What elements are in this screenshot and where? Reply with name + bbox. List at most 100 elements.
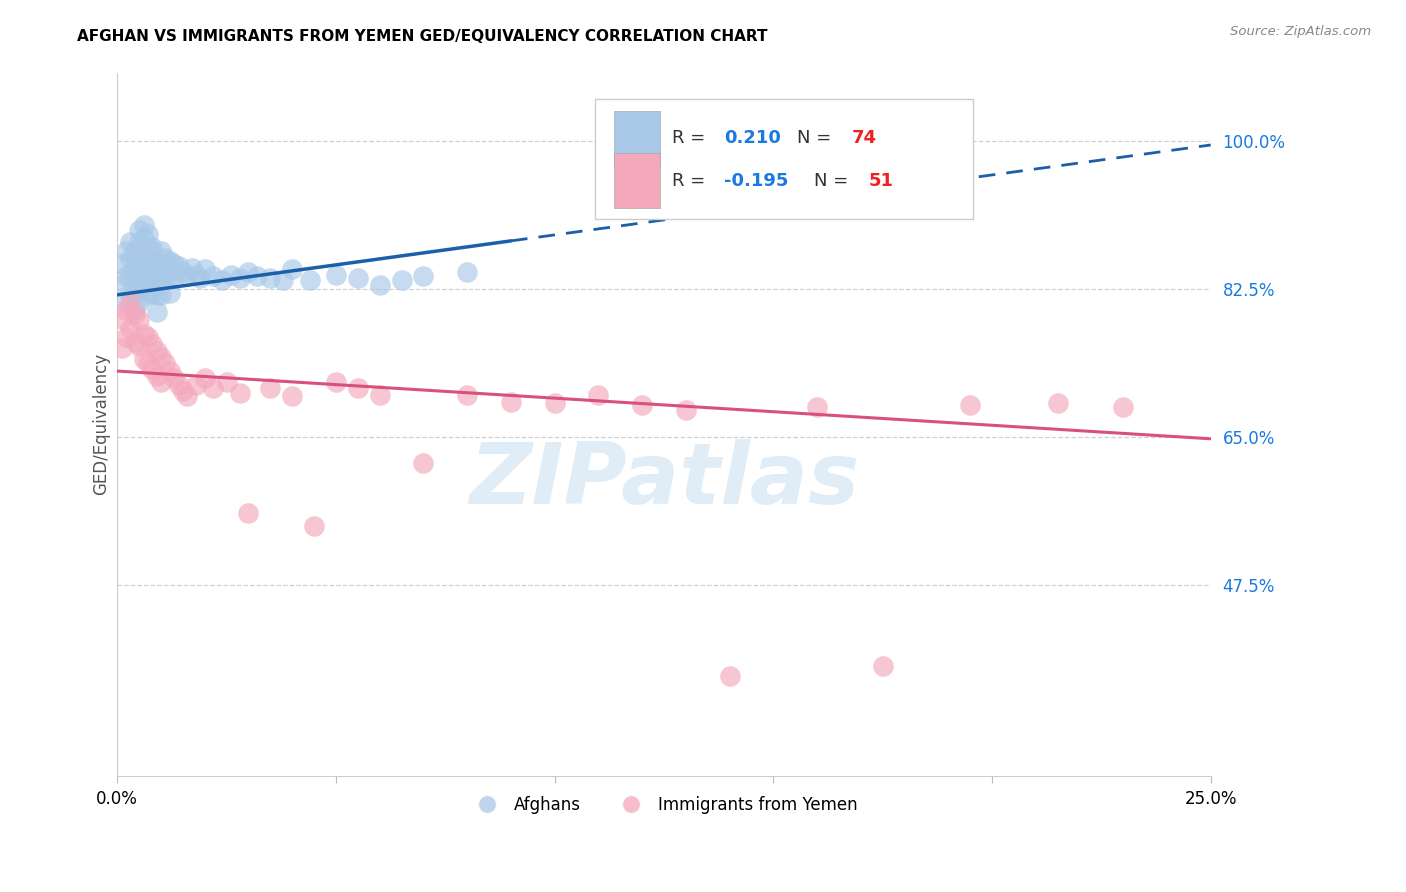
Point xyxy=(194,262,217,277)
Point xyxy=(150,288,173,302)
Point xyxy=(959,398,981,412)
Point xyxy=(456,388,478,402)
Text: N =: N = xyxy=(797,129,838,147)
Point xyxy=(145,369,167,384)
Point xyxy=(141,337,163,351)
Point xyxy=(124,335,146,350)
Point xyxy=(120,269,142,284)
Text: N =: N = xyxy=(814,171,853,189)
Point xyxy=(150,271,173,285)
Point xyxy=(124,244,146,258)
Point xyxy=(115,330,138,344)
Point xyxy=(172,265,194,279)
Point xyxy=(202,381,225,395)
Point xyxy=(111,277,134,292)
Point xyxy=(499,394,522,409)
Point xyxy=(124,303,146,318)
Point xyxy=(172,384,194,398)
Point xyxy=(163,271,186,285)
Point xyxy=(132,248,155,262)
Point xyxy=(806,401,828,415)
Point xyxy=(145,305,167,319)
Point xyxy=(155,268,177,282)
Point xyxy=(159,364,181,378)
Point xyxy=(368,277,391,292)
Point xyxy=(167,259,190,273)
Point xyxy=(136,227,159,241)
Point xyxy=(184,268,207,282)
Point xyxy=(246,269,269,284)
Point xyxy=(111,341,134,355)
Point xyxy=(128,222,150,236)
Point xyxy=(120,235,142,250)
Point xyxy=(368,388,391,402)
Point xyxy=(159,254,181,268)
Point xyxy=(120,286,142,301)
Point xyxy=(302,519,325,533)
Point xyxy=(145,343,167,358)
Point xyxy=(128,235,150,250)
Point xyxy=(136,239,159,253)
Point xyxy=(141,252,163,267)
Point xyxy=(136,256,159,270)
Point xyxy=(150,350,173,364)
Point xyxy=(150,244,173,258)
Point xyxy=(145,269,167,284)
Point xyxy=(718,669,741,683)
Point xyxy=(132,219,155,233)
Point xyxy=(259,381,281,395)
Point xyxy=(155,251,177,265)
Text: R =: R = xyxy=(672,171,710,189)
Point xyxy=(675,403,697,417)
Text: 51: 51 xyxy=(869,171,893,189)
Point xyxy=(136,355,159,369)
Point xyxy=(281,389,304,403)
Point xyxy=(281,262,304,277)
Point xyxy=(238,265,260,279)
Point xyxy=(806,142,828,156)
Point xyxy=(120,252,142,267)
Point xyxy=(202,269,225,284)
Legend: Afghans, Immigrants from Yemen: Afghans, Immigrants from Yemen xyxy=(464,789,865,821)
Text: AFGHAN VS IMMIGRANTS FROM YEMEN GED/EQUIVALENCY CORRELATION CHART: AFGHAN VS IMMIGRANTS FROM YEMEN GED/EQUI… xyxy=(77,29,768,44)
Point xyxy=(1046,396,1069,410)
Text: 0.210: 0.210 xyxy=(724,129,780,147)
FancyBboxPatch shape xyxy=(595,99,973,219)
Point xyxy=(141,286,163,301)
Point xyxy=(132,231,155,245)
Point xyxy=(115,303,138,318)
Point xyxy=(145,288,167,302)
Point xyxy=(159,269,181,284)
Point xyxy=(132,262,155,277)
Point xyxy=(828,146,851,161)
Point xyxy=(128,282,150,296)
Point xyxy=(588,388,610,402)
Point xyxy=(136,330,159,344)
Point xyxy=(176,269,198,284)
Point xyxy=(259,271,281,285)
Point xyxy=(184,377,207,392)
Point xyxy=(128,294,150,309)
Point xyxy=(128,265,150,279)
Point xyxy=(211,273,233,287)
Point xyxy=(872,658,894,673)
Point xyxy=(456,265,478,279)
Point xyxy=(132,277,155,292)
Point xyxy=(229,271,252,285)
Point xyxy=(115,294,138,309)
Text: -0.195: -0.195 xyxy=(724,171,789,189)
Point xyxy=(132,352,155,367)
FancyBboxPatch shape xyxy=(613,111,659,166)
Text: Source: ZipAtlas.com: Source: ZipAtlas.com xyxy=(1230,25,1371,38)
Text: 74: 74 xyxy=(852,129,877,147)
Point xyxy=(273,273,295,287)
Point xyxy=(128,252,150,267)
Point xyxy=(120,294,142,309)
Point xyxy=(132,326,155,341)
Point xyxy=(124,286,146,301)
Point xyxy=(159,286,181,301)
Point xyxy=(238,506,260,520)
Point xyxy=(391,272,413,286)
Point xyxy=(163,256,186,270)
Point xyxy=(180,260,202,275)
